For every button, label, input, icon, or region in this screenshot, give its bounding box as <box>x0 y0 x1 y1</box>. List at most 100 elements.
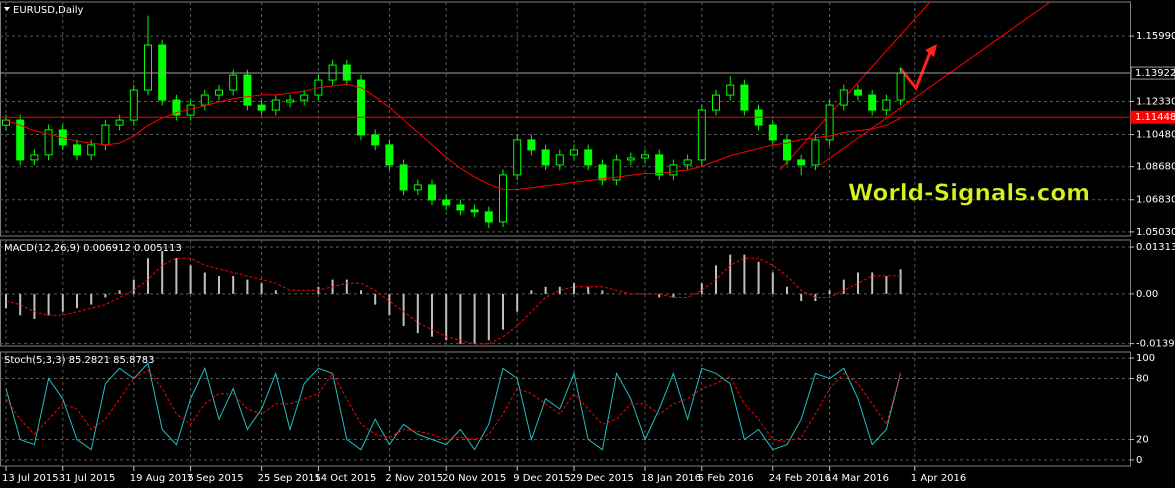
candle-body <box>200 94 209 106</box>
candle-body <box>513 139 522 176</box>
y-tick-label: 1.10480 <box>1136 130 1175 141</box>
panel-title: EURUSD,Daily <box>13 5 84 16</box>
candle-body <box>882 99 891 111</box>
candle-body <box>328 64 337 81</box>
candle-body <box>499 174 507 223</box>
candle-body <box>342 64 351 81</box>
x-tick-label: 5 Feb 2016 <box>698 473 754 484</box>
candle-body <box>286 99 294 103</box>
price-label: 1.13922 <box>1135 68 1175 79</box>
candle-body <box>243 74 252 106</box>
candle-body <box>697 109 706 161</box>
candle-body <box>527 139 536 151</box>
candle-body <box>655 154 664 176</box>
price-label-box <box>1130 66 1175 80</box>
candle-body <box>115 119 124 126</box>
stoch-line <box>5 369 902 443</box>
stoch-line <box>5 362 902 451</box>
candle-body <box>442 199 451 206</box>
candle-body <box>172 99 181 116</box>
candle-body <box>598 164 607 181</box>
y-tick-label: 1.12330 <box>1136 96 1175 107</box>
candle-body <box>2 119 10 126</box>
candle-body <box>257 104 266 111</box>
x-tick-label: 9 Dec 2015 <box>513 473 571 484</box>
y-tick-label: -0.013928 <box>1136 339 1175 350</box>
candle-body <box>612 159 621 181</box>
candle-body <box>30 154 39 161</box>
candle-body <box>129 89 138 121</box>
price-label-box <box>1130 110 1175 124</box>
y-tick-label: 100 <box>1136 353 1155 364</box>
candle-body <box>839 89 848 106</box>
x-tick-label: 7 Sep 2015 <box>187 473 244 484</box>
x-tick-label: 13 Jul 2015 <box>2 473 59 484</box>
y-tick-label: 0.00 <box>1136 289 1158 300</box>
channel-line <box>819 1 1051 166</box>
x-tick-label: 14 Oct 2015 <box>314 473 376 484</box>
candle-body <box>215 89 223 96</box>
y-tick-label: 0.013135 <box>1136 242 1175 253</box>
candle-body <box>541 149 550 166</box>
candle-body <box>783 139 791 161</box>
candle-body <box>300 94 309 101</box>
y-tick-label: 20 <box>1136 435 1149 446</box>
x-tick-label: 14 Mar 2016 <box>826 473 889 484</box>
candle-body <box>669 164 678 176</box>
x-tick-label: 31 Jul 2015 <box>59 473 116 484</box>
y-tick-label: 1.15990 <box>1136 31 1175 42</box>
candle-body <box>101 124 110 146</box>
y-tick-label: 1.06830 <box>1136 195 1175 206</box>
candle-body <box>44 129 53 156</box>
candle-body <box>385 144 394 166</box>
candle-body <box>854 89 862 96</box>
watermark: World-Signals.com <box>848 181 1090 207</box>
candle-body <box>357 79 365 136</box>
candle-body <box>158 44 167 101</box>
candle-body <box>371 134 380 146</box>
candle-body <box>712 94 720 111</box>
x-tick-label: 25 Sep 2015 <box>258 473 321 484</box>
price-label: 1.11448 <box>1135 112 1175 123</box>
candle-body <box>456 204 465 211</box>
forecast-arrow <box>898 49 933 91</box>
candle-body <box>570 149 578 156</box>
candle-body <box>470 209 479 213</box>
x-tick-label: 1 Apr 2016 <box>911 473 966 484</box>
candle-body <box>797 159 806 166</box>
candle-body <box>87 144 96 156</box>
y-tick-label: 80 <box>1136 373 1149 384</box>
candle-body <box>144 44 152 91</box>
y-tick-label: 1.08680 <box>1136 162 1175 173</box>
candle-body <box>626 157 635 161</box>
candle-body <box>868 94 877 111</box>
candle-body <box>399 164 408 191</box>
candle-body <box>484 211 493 223</box>
panel-title: Stoch(5,3,3) 85.2821 85.8783 <box>4 355 155 366</box>
panel-border <box>0 351 1131 467</box>
candle-body <box>271 99 280 111</box>
channel-line <box>779 1 931 171</box>
candle-body <box>229 74 238 91</box>
moving-average <box>5 83 901 191</box>
x-tick-label: 29 Dec 2015 <box>570 473 634 484</box>
forecast-arrowhead <box>925 44 937 57</box>
x-tick-label: 18 Jan 2016 <box>641 473 701 484</box>
candle-body <box>726 84 735 96</box>
candle-body <box>825 104 834 141</box>
x-tick-label: 19 Aug 2015 <box>130 473 194 484</box>
candle-body <box>413 184 422 191</box>
candle-body <box>73 144 81 156</box>
candle-body <box>740 84 749 111</box>
candle-body <box>555 154 564 166</box>
candle-body <box>896 72 905 101</box>
candle-body <box>428 184 436 201</box>
menu-triangle <box>4 7 10 11</box>
x-tick-label: 2 Nov 2015 <box>385 473 443 484</box>
candle-body <box>584 149 593 166</box>
candle-body <box>641 154 649 159</box>
y-tick-label: 1.05030 <box>1136 227 1175 238</box>
panel-title: MACD(12,26,9) 0.006912 0.005113 <box>4 243 182 254</box>
y-tick-label: 0 <box>1136 455 1142 466</box>
